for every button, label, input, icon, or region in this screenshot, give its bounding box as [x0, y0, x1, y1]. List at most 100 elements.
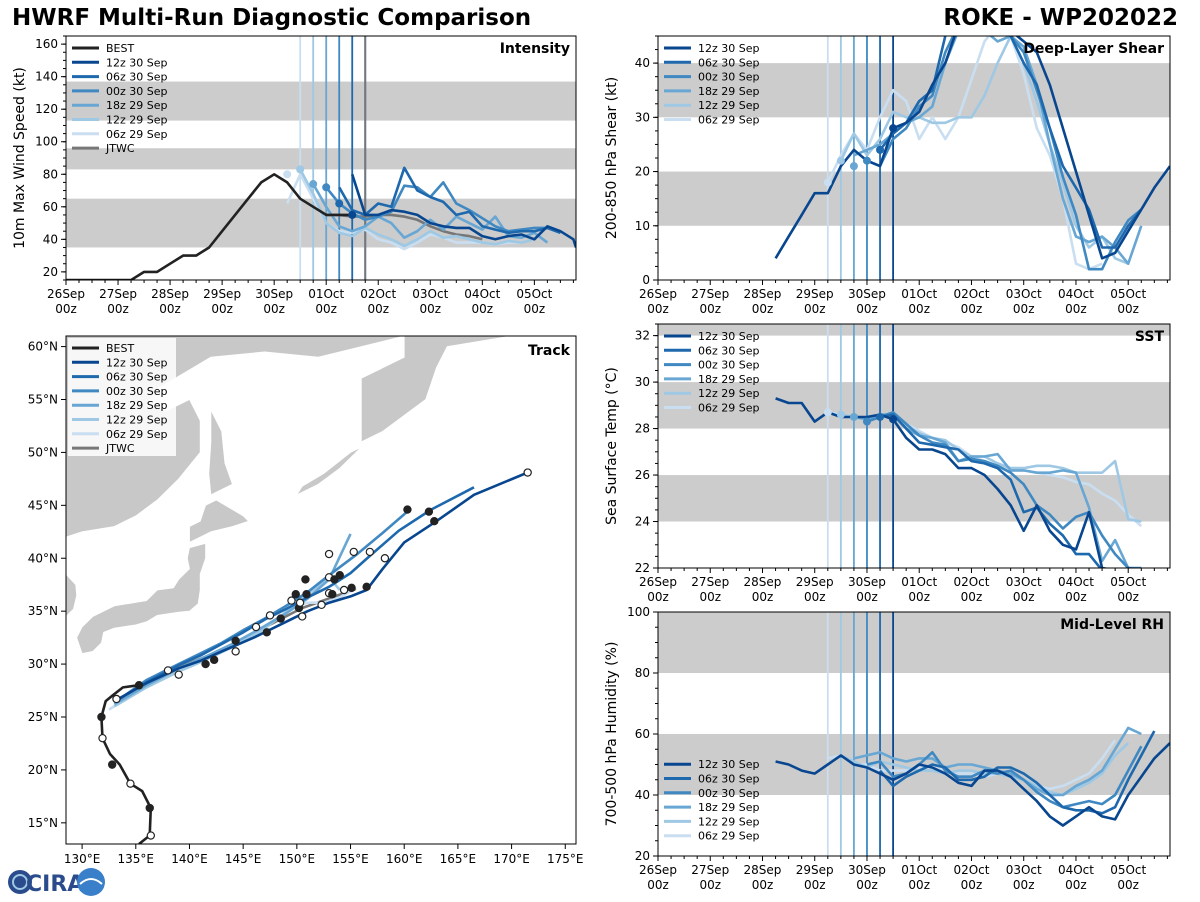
shear-xtick-day: 03Oct	[1006, 287, 1042, 301]
shear-xtick-hour: 00z	[699, 302, 721, 316]
intensity-xtick-hour: 00z	[263, 302, 285, 316]
sst-xtick-hour: 00z	[647, 590, 669, 604]
sst-series-group	[775, 397, 1143, 568]
shear-ylabel: 200-850 hPa Shear (kt)	[604, 77, 620, 239]
track-point	[126, 779, 135, 788]
land-mass-0	[66, 336, 576, 443]
intensity-xtick-hour: 00z	[419, 302, 441, 316]
intensity-legend-label-best: BEST	[106, 42, 134, 55]
shear-marker-06z-29-sep	[823, 178, 832, 187]
intensity-legend-label-12z-30-sep: 12z 30 Sep	[106, 56, 168, 69]
track-lon-tick-label: 160°E	[386, 852, 423, 866]
track-point	[339, 585, 349, 595]
track-point	[231, 636, 240, 646]
intensity-xtick-day: 01Oct	[308, 287, 344, 301]
track-point	[347, 583, 356, 593]
rh-band-1	[658, 612, 1170, 673]
track-point	[362, 582, 371, 592]
sst-band-0	[658, 475, 1170, 522]
shear-xtick-day: 02Oct	[953, 287, 989, 301]
figure-title: HWRF Multi-Run Diagnostic Comparison	[12, 5, 532, 31]
track-point	[163, 666, 173, 675]
sst-xtick-day: 28Sep	[744, 575, 782, 589]
sst-legend-label-12z-29-sep: 12z 29 Sep	[698, 387, 760, 400]
intensity-band-2	[66, 81, 576, 121]
track-lon-tick-label: 130°E	[64, 852, 101, 866]
intensity-xtick-hour: 00z	[107, 302, 129, 316]
sst-marker-06z-30-sep	[876, 412, 885, 421]
sst-band-1	[658, 382, 1170, 429]
intensity-xtick-day: 30Sep	[255, 287, 293, 301]
sst-xtick-day: 27Sep	[691, 575, 729, 589]
intensity-title: Intensity	[500, 41, 570, 57]
track-lon-tick-label: 150°E	[279, 852, 316, 866]
shear-xtick-day: 27Sep	[691, 287, 729, 301]
shear-marker-00z-30-sep	[862, 156, 871, 165]
track-lon-tick-label: 135°E	[118, 852, 155, 866]
intensity-xtick-hour: 00z	[315, 302, 337, 316]
intensity-series-12z-29-sep	[299, 168, 535, 248]
sst-frame	[657, 323, 1171, 569]
shear-xtick-hour: 00z	[856, 302, 878, 316]
intensity-legend-label-06z-29-sep: 06z 29 Sep	[106, 128, 168, 141]
track-point	[146, 831, 156, 840]
sst-legend-label-06z-29-sep: 06z 29 Sep	[698, 402, 760, 415]
intensity-xtick-day: 03Oct	[412, 287, 448, 301]
track-point	[98, 733, 107, 743]
intensity-marker-18z-29-sep	[309, 180, 318, 189]
track-point	[424, 507, 434, 516]
track-point	[430, 517, 439, 526]
land-mass-3	[189, 499, 250, 544]
intensity-ytick-label: 20	[43, 265, 58, 279]
rh-xtick-day: 30Sep	[848, 863, 886, 877]
track-point	[112, 694, 121, 704]
intensity-ytick-label: 40	[43, 232, 58, 246]
shear-marker-12z-29-sep	[836, 156, 845, 165]
track-lon-tick-label: 145°E	[225, 852, 262, 866]
shear-legend-label-18z-29-sep: 18z 29 Sep	[698, 85, 760, 98]
track-point	[302, 590, 311, 599]
intensity-xtick-day: 27Sep	[99, 287, 137, 301]
track-lon-tick-label: 165°E	[440, 852, 477, 866]
track-point	[380, 554, 390, 563]
shear-ytick-label: 20	[635, 165, 650, 179]
shear-series-group	[774, 36, 1170, 271]
shear-ytick-label: 0	[642, 273, 650, 287]
intensity-legend-label-00z-30-sep: 00z 30 Sep	[106, 85, 168, 98]
track-point	[262, 628, 271, 637]
track-point	[201, 659, 210, 669]
sst-band-2	[658, 324, 1170, 336]
rh-xtick-hour: 00z	[961, 878, 983, 892]
intensity-marker-12z-30-sep	[348, 210, 357, 219]
track-lon-tick-label: 140°E	[171, 852, 208, 866]
sst-marker-12z-29-sep	[836, 410, 845, 419]
rh-xtick-day: 02Oct	[953, 863, 989, 877]
intensity-ylabel: 10m Max Wind Speed (kt)	[12, 67, 28, 249]
shear-xtick-day: 30Sep	[848, 287, 886, 301]
shear-marker-12z-30-sep	[889, 124, 898, 133]
intensity-marker-06z-30-sep	[335, 199, 344, 208]
shear-legend-label-06z-29-sep: 06z 29 Sep	[698, 114, 760, 127]
track-legend-label-12z-30-sep: 12z 30 Sep	[106, 356, 168, 369]
intensity-xtick-day: 29Sep	[203, 287, 241, 301]
track-lat-tick-label: 60°N	[28, 340, 58, 354]
sst-ytick-label: 32	[635, 329, 650, 343]
track-lat-tick-label: 15°N	[28, 816, 58, 830]
land-mass-5	[66, 573, 78, 618]
intensity-series-00z-30-sep	[325, 181, 561, 235]
shear-ytick-label: 40	[635, 56, 650, 70]
cira-logo: CIRA	[4, 866, 106, 898]
sst-ytick-label: 30	[635, 375, 650, 389]
track-legend-label-best: BEST	[106, 342, 134, 355]
track-legend-label-00z-30-sep: 00z 30 Sep	[106, 385, 168, 398]
shear-xtick-hour: 00z	[804, 302, 826, 316]
track-point	[287, 596, 296, 605]
rh-legend-label-06z-30-sep: 06z 30 Sep	[698, 773, 760, 786]
track-point	[403, 505, 412, 514]
track-lat-tick-label: 30°N	[28, 657, 58, 671]
shear-xtick-hour: 00z	[961, 302, 983, 316]
track-point	[265, 611, 275, 620]
